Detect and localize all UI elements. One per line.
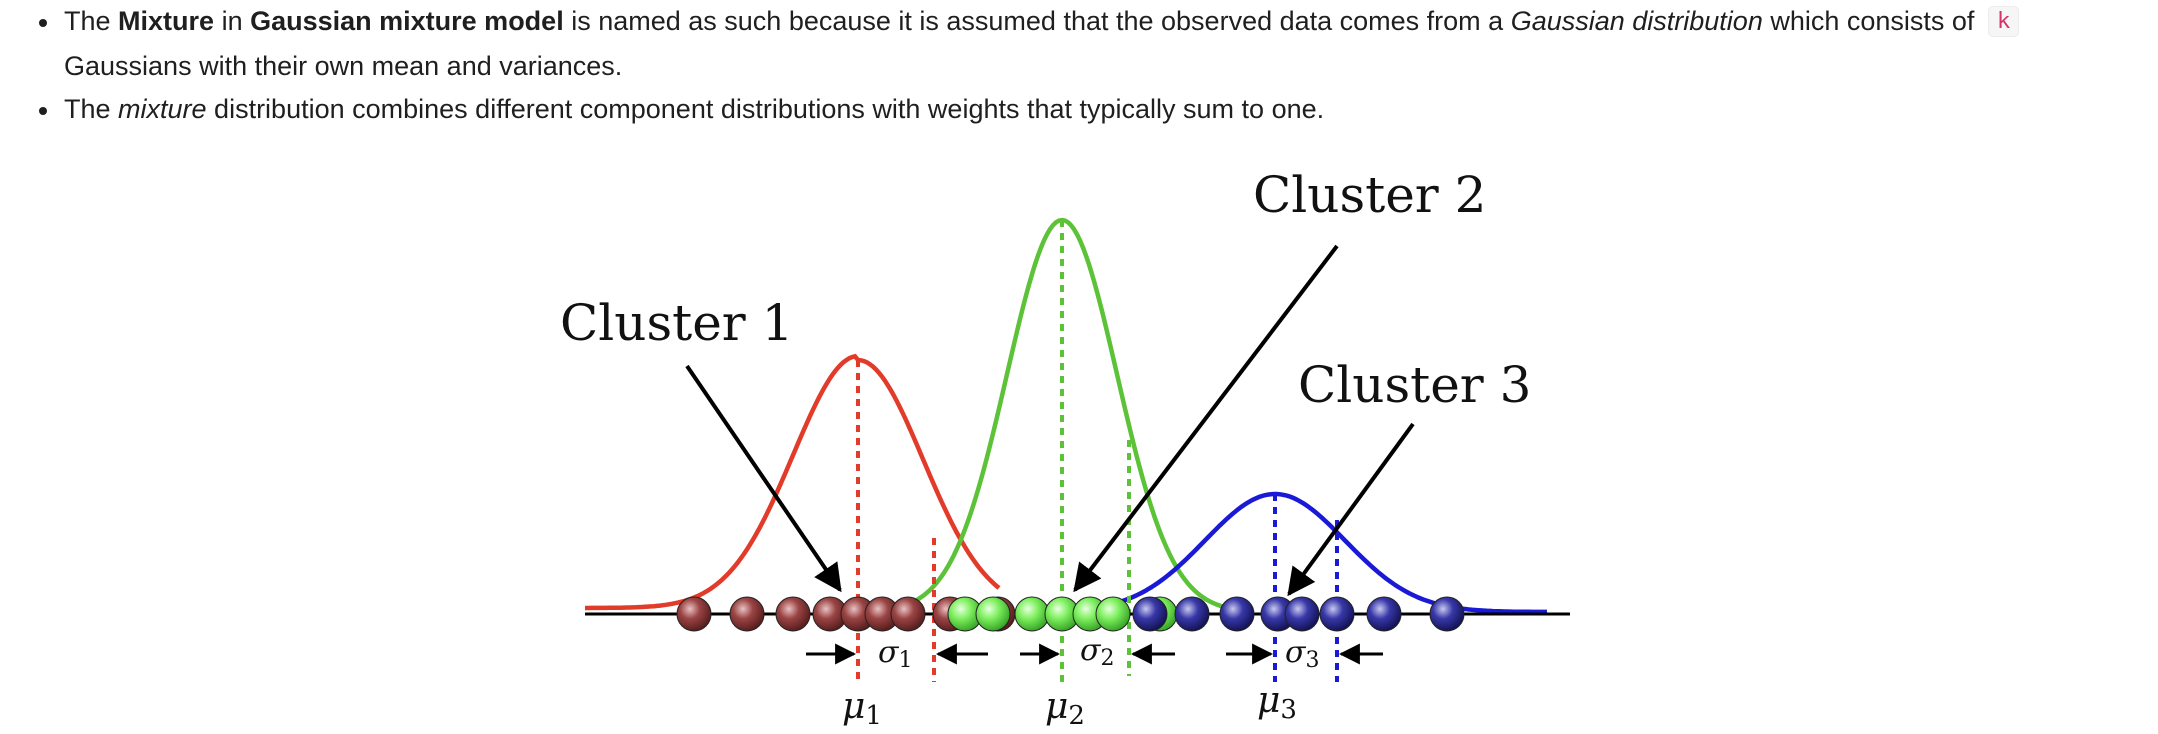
data-point-1 <box>676 596 712 632</box>
bullet-1-text-5: Gaussians with their own mean and varian… <box>64 51 623 81</box>
bullet-list: The Mixture in Gaussian mixture model is… <box>0 0 2124 131</box>
cluster-2-label: Cluster 2 <box>1253 166 1486 224</box>
curve-cluster3 <box>1099 491 1547 615</box>
data-point-3 <box>775 596 811 632</box>
data-point-23 <box>1366 596 1402 632</box>
mu-2-label: μ2 <box>1045 686 1085 731</box>
sigma-1-symbol: σ <box>878 635 900 670</box>
mu-1-symbol: μ <box>842 686 865 727</box>
data-point-21 <box>1284 596 1320 632</box>
arrow-cluster1 <box>685 364 842 593</box>
pointer-arrows <box>685 244 1415 597</box>
bullet-1-bold-mixture: Mixture <box>118 6 215 36</box>
mu-2-symbol: μ <box>1045 686 1068 727</box>
bullet-2-italic-mixture: mixture <box>118 94 207 124</box>
data-point-18 <box>1174 596 1210 632</box>
mu-3-label: μ3 <box>1257 680 1297 725</box>
data-point-15 <box>1095 596 1131 632</box>
mu-3-subscript: 3 <box>1280 695 1297 725</box>
data-point-24 <box>1429 596 1465 632</box>
curve-cluster2 <box>869 217 1240 614</box>
sigma-2-symbol: σ <box>1080 633 1102 668</box>
sigma-3-label: σ3 <box>1285 635 1319 673</box>
data-point-12 <box>1014 596 1050 632</box>
data-point-2 <box>729 596 765 632</box>
bullet-1-text-1: The <box>64 6 119 36</box>
mu-1-label: μ1 <box>842 686 882 731</box>
sigma-2-subscript: 2 <box>1100 646 1114 671</box>
mu-1-subscript: 1 <box>865 701 882 731</box>
sigma-3-symbol: σ <box>1285 635 1307 670</box>
bullet-item-1: The Mixture in Gaussian mixture model is… <box>39 0 2124 88</box>
data-point-19 <box>1219 596 1255 632</box>
sigma-2-label: σ2 <box>1080 633 1114 671</box>
data-points <box>676 596 1465 632</box>
bullet-item-2: The mixture distribution combines differ… <box>39 88 2124 131</box>
bullet-1-italic-gaussian-distribution: Gaussian distribution <box>1510 6 1763 36</box>
bullet-1-bold-gmm: Gaussian mixture model <box>250 6 564 36</box>
data-point-22 <box>1319 596 1355 632</box>
sigma-1-subscript: 1 <box>898 648 912 673</box>
bullet-1-text-3: is named as such because it is assumed t… <box>563 6 1511 36</box>
arrow-cluster2 <box>1073 244 1339 593</box>
mu-2-subscript: 2 <box>1068 701 1085 731</box>
mu-3-symbol: μ <box>1257 680 1280 721</box>
curve-cluster1 <box>585 353 1001 611</box>
data-point-11 <box>975 596 1011 632</box>
inline-code-k: k <box>1987 6 2020 37</box>
sigma-1-label: σ1 <box>878 635 912 673</box>
cluster-1-label: Cluster 1 <box>560 294 793 352</box>
data-point-7 <box>890 596 926 632</box>
cluster-3-label: Cluster 3 <box>1298 356 1531 414</box>
density-curves <box>585 217 1547 615</box>
bullet-2-text-1: The <box>64 94 119 124</box>
arrow-cluster3 <box>1287 422 1415 597</box>
sigma-3-subscript: 3 <box>1305 648 1319 673</box>
bullet-1-text-2: in <box>214 6 251 36</box>
data-point-17 <box>1132 596 1168 632</box>
bullet-2-text-2: distribution combines different componen… <box>206 94 1325 124</box>
bullet-1-text-4: which consists of <box>1762 6 1982 36</box>
